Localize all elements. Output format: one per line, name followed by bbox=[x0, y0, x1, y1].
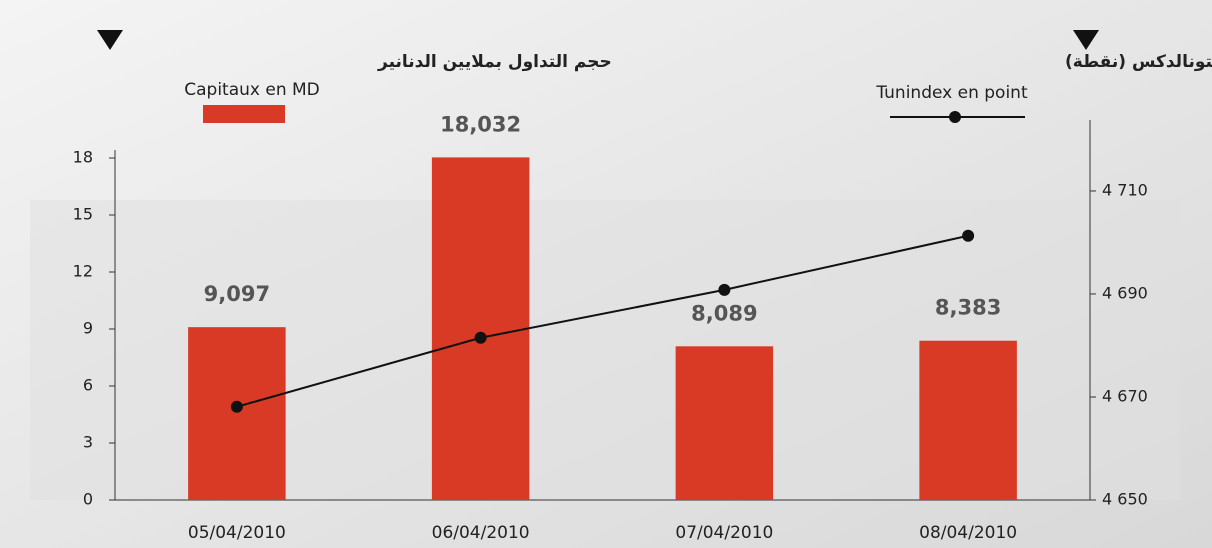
line-point bbox=[962, 230, 974, 242]
left-axis-title-arabic: حجم التداول بملايين الدنانير bbox=[377, 52, 612, 72]
y-tick-label: 12 bbox=[73, 262, 93, 281]
bar bbox=[188, 327, 286, 500]
y2-tick-label: 4 650 bbox=[1102, 490, 1148, 509]
value-label: 8,089 bbox=[691, 301, 757, 325]
y-tick-label: 0 bbox=[83, 490, 93, 509]
y2-tick-label: 4 710 bbox=[1102, 180, 1148, 199]
y-tick-label: 15 bbox=[73, 205, 93, 224]
x-tick-label: 08/04/2010 bbox=[919, 523, 1017, 543]
bar bbox=[919, 341, 1017, 500]
value-label: 18,032 bbox=[440, 112, 521, 136]
y-tick-label: 6 bbox=[83, 376, 93, 395]
legend-swatch bbox=[203, 105, 285, 123]
line-point bbox=[231, 401, 243, 413]
y-tick-label: 3 bbox=[83, 433, 93, 452]
right-axis-title-arabic: مؤشر التونالدكس (نقطة) bbox=[1065, 52, 1212, 72]
bar bbox=[432, 157, 530, 500]
legend-label: Tunindex en point bbox=[875, 83, 1028, 103]
y-tick-label: 18 bbox=[73, 148, 93, 167]
y2-tick-label: 4 690 bbox=[1102, 283, 1148, 302]
value-label: 8,383 bbox=[935, 296, 1001, 320]
x-tick-label: 07/04/2010 bbox=[675, 523, 773, 543]
chart: حجم التداول بملايين الدنانير Capitaux en… bbox=[0, 0, 1212, 548]
bar bbox=[676, 346, 774, 500]
y-tick-label: 9 bbox=[83, 319, 93, 338]
value-label: 9,097 bbox=[204, 282, 270, 306]
line-point bbox=[718, 284, 730, 296]
y2-tick-label: 4 670 bbox=[1102, 386, 1148, 405]
x-tick-label: 06/04/2010 bbox=[432, 523, 530, 543]
x-tick-label: 05/04/2010 bbox=[188, 523, 286, 543]
line-point bbox=[475, 332, 487, 344]
legend-marker bbox=[949, 111, 961, 123]
page: حجم التداول بملايين الدنانير Capitaux en… bbox=[0, 0, 1212, 548]
legend-label: Capitaux en MD bbox=[184, 80, 320, 100]
